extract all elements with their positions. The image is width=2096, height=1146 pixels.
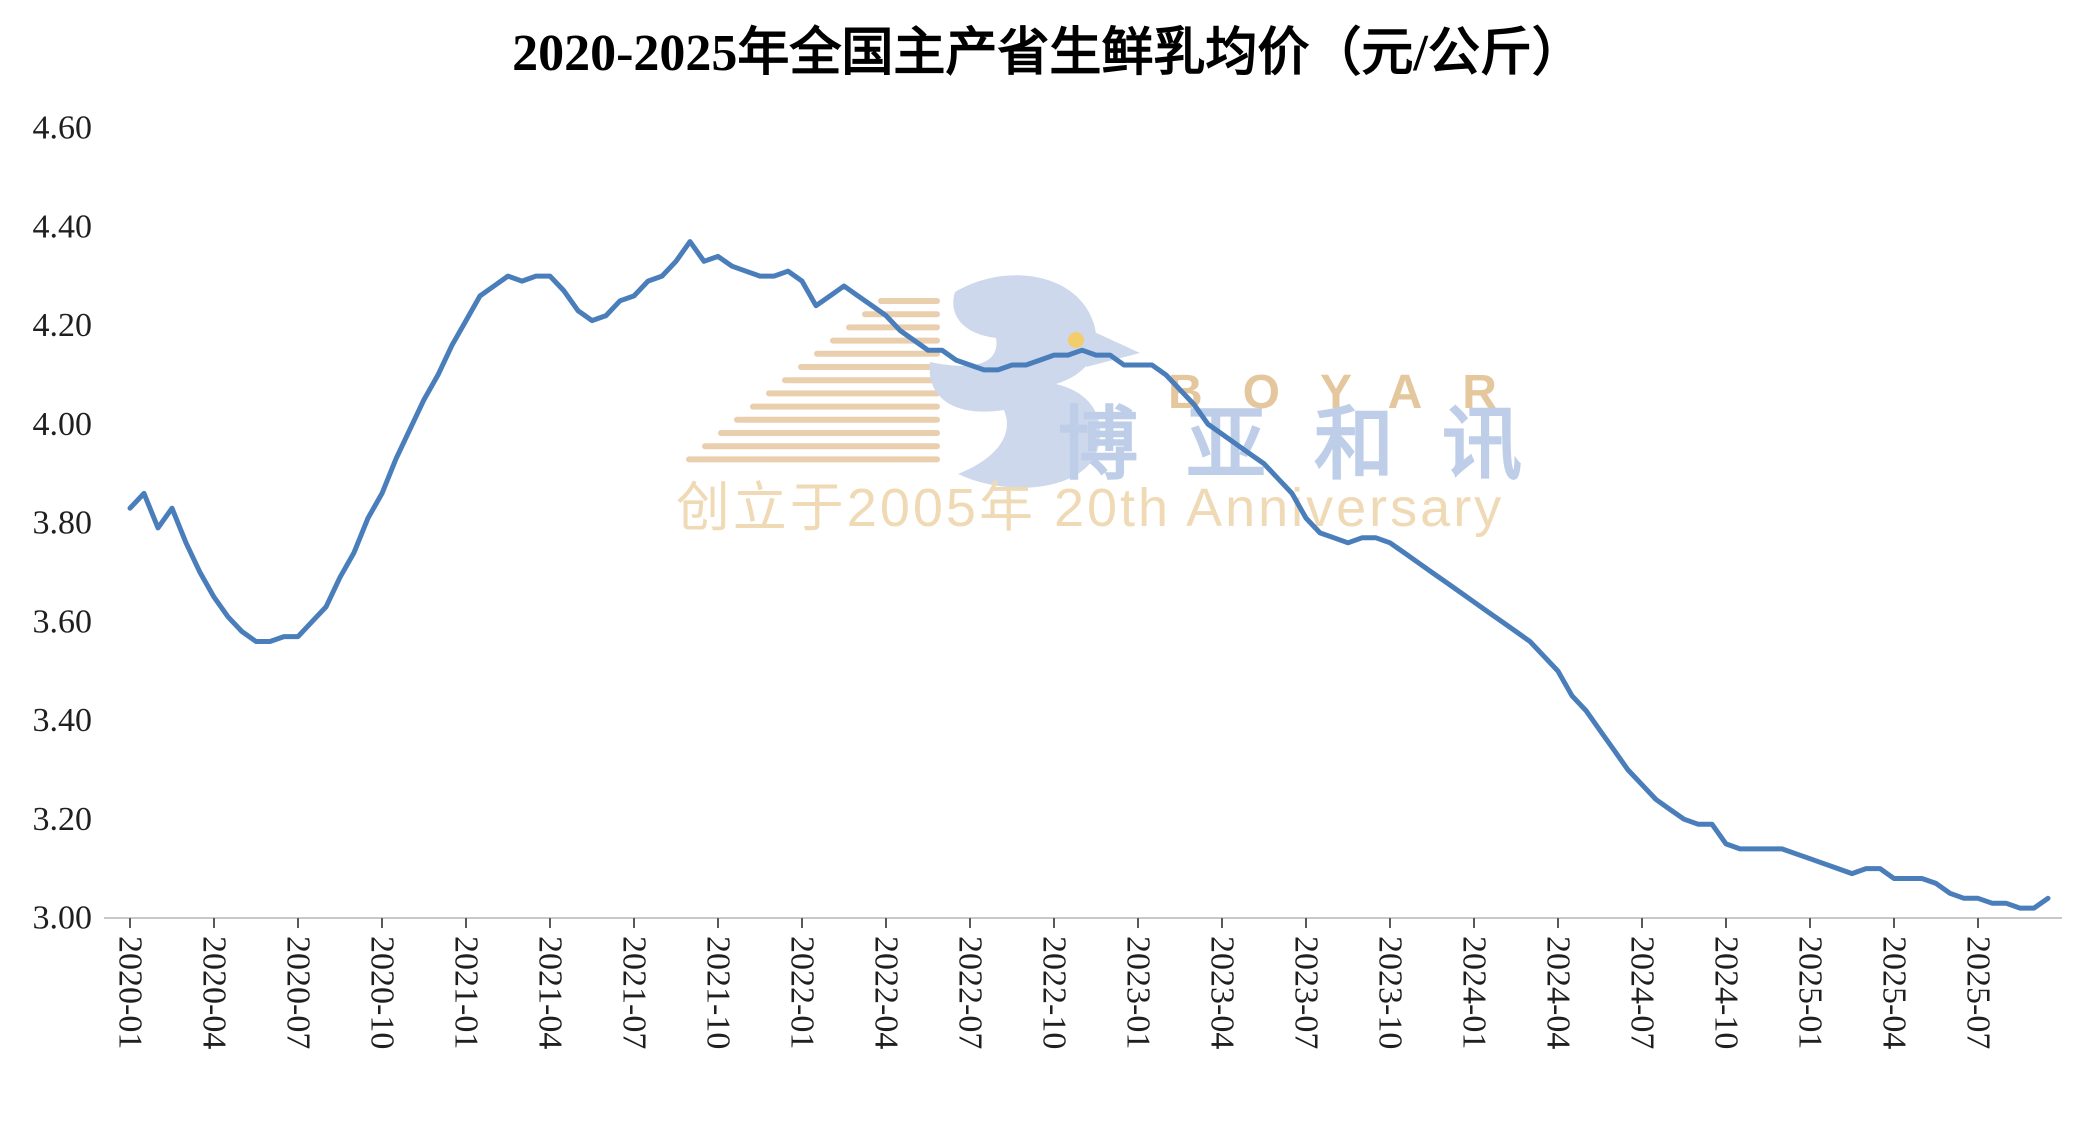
x-tick-label: 2025-07 — [1960, 936, 1997, 1049]
y-tick-label: 4.00 — [33, 406, 93, 443]
watermark-bird-icon — [929, 275, 1101, 488]
x-tick-label: 2025-01 — [1792, 936, 1829, 1049]
x-axis: 2020-01 2020-04 2020-07 2020-10 2021-01 2021-… — [104, 917, 2062, 1049]
watermark-stripe — [686, 456, 940, 463]
x-tick-label: 2021-04 — [532, 936, 569, 1049]
x-tick-label: 2022-01 — [784, 936, 821, 1049]
y-tick-label: 3.20 — [33, 801, 93, 838]
watermark-brand-cn: 博亚和讯 — [1058, 400, 1570, 489]
x-tick-label: 2021-10 — [700, 936, 737, 1049]
x-tick-label: 2024-01 — [1456, 936, 1493, 1049]
x-tick-label: 2025-04 — [1876, 936, 1913, 1049]
watermark-stripe — [798, 364, 940, 370]
y-tick-label: 3.60 — [33, 603, 93, 640]
y-tick-label: 4.20 — [33, 307, 93, 344]
x-tick-label: 2020-04 — [196, 936, 233, 1049]
watermark-stripe — [846, 324, 940, 331]
x-tick-label: 2023-01 — [1120, 936, 1157, 1049]
x-tick-label: 2020-07 — [280, 936, 317, 1049]
watermark: BOYAR 博亚和讯 创立于2005年 20th Anniversary — [676, 275, 1570, 538]
watermark-stripe — [702, 443, 940, 450]
price-line-series — [127, 239, 2051, 911]
x-tick-label: 2023-07 — [1288, 936, 1325, 1049]
watermark-stripe — [862, 311, 940, 318]
y-tick-label: 3.40 — [33, 702, 93, 739]
watermark-stripes-icon — [686, 298, 940, 463]
watermark-stripe — [830, 337, 940, 344]
x-tick-label: 2024-10 — [1708, 936, 1745, 1049]
x-tick-label: 2022-10 — [1036, 936, 1073, 1049]
x-tick-label: 2022-07 — [952, 936, 989, 1049]
watermark-stripe — [750, 403, 940, 410]
x-tick-label: 2022-04 — [868, 936, 905, 1049]
y-tick-label: 4.60 — [33, 110, 93, 147]
x-tick-label: 2020-10 — [364, 936, 401, 1049]
x-tick-label: 2021-07 — [616, 936, 653, 1049]
y-tick-label: 3.00 — [33, 900, 93, 937]
watermark-stripe — [878, 298, 940, 304]
x-tick-label: 2021-01 — [448, 936, 485, 1049]
watermark-tagline: 创立于2005年 20th Anniversary — [676, 478, 1504, 538]
watermark-stripe — [734, 416, 940, 423]
watermark-stripe — [814, 350, 940, 357]
watermark-bird-beak-icon — [1086, 330, 1140, 367]
chart-title: 2020-2025年全国主产省生鲜乳均价（元/公斤） — [512, 23, 1584, 82]
watermark-bird-eye-icon — [1068, 332, 1084, 348]
x-tick-label: 2024-07 — [1624, 936, 1661, 1049]
watermark-stripe — [718, 430, 940, 436]
y-axis: 3.00 3.20 3.40 3.60 3.80 4.00 4.20 4.40 4.60 — [33, 110, 93, 937]
y-tick-label: 3.80 — [33, 505, 93, 542]
watermark-stripe — [766, 390, 940, 397]
x-tick-label: 2020-01 — [112, 936, 149, 1049]
x-tick-label: 2023-04 — [1204, 936, 1241, 1049]
x-tick-label: 2023-10 — [1372, 936, 1409, 1049]
watermark-stripe — [782, 377, 940, 384]
y-tick-label: 4.40 — [33, 208, 93, 245]
watermark-brand-latin: BOYAR — [1168, 366, 1537, 419]
x-tick-label: 2024-04 — [1540, 936, 1577, 1049]
